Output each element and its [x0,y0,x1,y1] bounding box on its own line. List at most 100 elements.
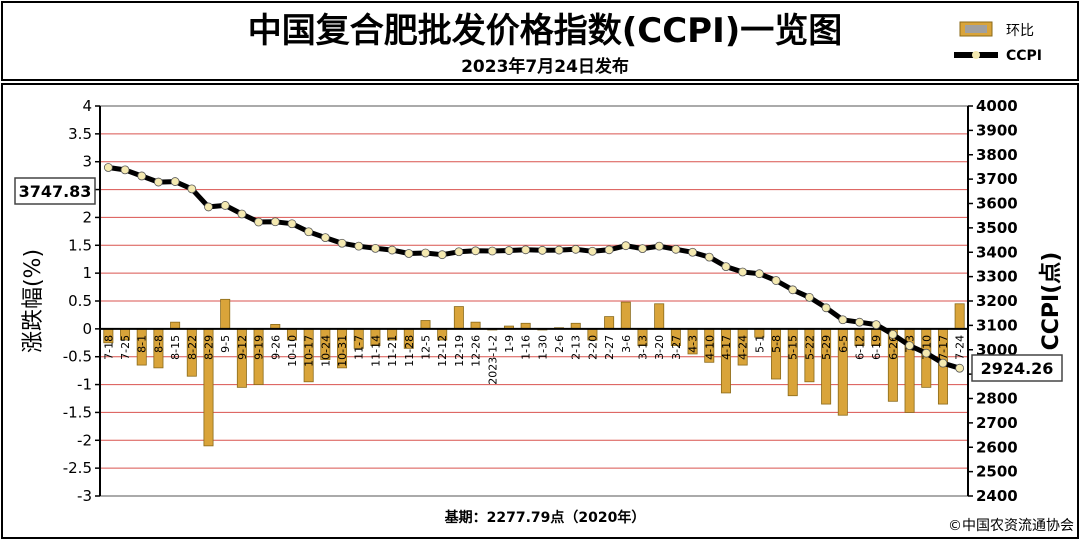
y-axis-right-title: CCPI(点) [1038,252,1064,351]
ccpi-point [337,238,347,248]
ccpi-point [254,217,263,227]
y-tick-label-right: 3800 [976,146,1018,164]
x-tick-label: 2023-1-2 [486,335,499,385]
ccpi-point [404,249,414,258]
ccpi-point [905,341,914,351]
y-tick-label-left: -0.5 [63,348,92,366]
ccpi-point [554,245,564,255]
y-tick-label-left: 1.5 [68,236,92,254]
ccpi-point [487,246,497,256]
x-tick-label: 12-12 [436,335,449,367]
x-tick-label: 7-25 [119,335,132,360]
ccpi-point [354,241,364,251]
x-tick-label: 6-12 [854,335,867,360]
x-tick-label: 5-15 [787,335,800,360]
ccpi-point [204,202,213,212]
x-tick-label: 11-7 [353,335,366,360]
ccpi-point [137,171,147,181]
y-tick-label-right: 2500 [976,463,1018,481]
legend-item-line: CCPI [954,48,1042,64]
ccpi-point [504,246,514,255]
x-tick-labels: 7-18 7-25 8-1 8-8 8-15 8-22 8-29 9-5 9-12 9-19 9-2… [102,335,966,385]
first-value-box [14,177,96,205]
x-tick-label: 5-29 [820,335,833,360]
last-value-box [971,354,1063,382]
x-tick-label: 10-24 [319,335,332,367]
base-period-note: 基期：2277.79点（2020年） [445,509,646,526]
x-tick-label: 2-6 [553,335,566,353]
legend: 环比 CCPI [954,21,1042,64]
y-tick-label-left: -2 [77,431,92,449]
x-tick-label: 2-27 [603,335,616,360]
x-tick-label: 7-17 [937,335,950,360]
x-tick-label: 2-20 [586,335,599,360]
y-tick-label-right: 3100 [976,316,1018,334]
x-tick-label: 9-12 [236,335,249,360]
y-tick-label-right: 3300 [976,268,1018,286]
x-tick-label: 4-10 [703,335,716,360]
x-tick-label: 10-31 [336,335,349,367]
ccpi-point [738,267,748,277]
x-tick-label: 8-1 [136,335,149,353]
ccpi-point [855,317,864,327]
y-axis-left-title: 涨跌幅(%) [21,249,46,353]
x-tick-label: 7-24 [954,335,967,360]
ccpi-point [270,217,280,227]
y-tick-label-right: 3400 [976,243,1018,261]
chart-title: 中国复合肥批发价格指数(CCPI)一览图 [248,11,843,51]
x-tick-label: 8-22 [186,335,199,360]
x-tick-label: 8-29 [203,335,216,360]
bar-change [604,316,615,330]
x-tick-label: 10-10 [286,335,299,367]
x-tick-label: 8-15 [169,335,182,360]
x-tick-label: 1-16 [520,335,533,360]
ccpi-point [220,201,230,210]
ccpi-point [588,246,597,256]
y-tick-label-right: 2800 [976,390,1018,408]
y-tick-label-left: 1 [82,264,92,282]
x-tick-label: 4-17 [720,335,733,360]
axis-layer: 43.532.521.510.50-0.5-1-1.5-2-2.5-340003… [63,97,1018,505]
legend-line-label: CCPI [1006,48,1042,64]
x-tick-label: 12-26 [470,335,483,367]
x-tick-label: 5-1 [753,335,766,353]
ccpi-point [654,241,664,251]
y-tick-label-right: 3500 [976,219,1018,237]
ccpi-point [387,245,397,255]
y-tick-label-left: -1 [77,376,92,394]
bar-change [170,321,181,330]
x-tick-label: 11-14 [369,335,382,367]
ccpi-line [107,165,961,371]
ccpi-point [304,227,314,237]
y-tick-label-right: 3200 [976,292,1018,310]
x-tick-label: 7-18 [102,335,115,360]
ccpi-point [454,247,464,257]
header-box [1,1,1079,81]
y-tick-label-left: -1.5 [63,403,92,421]
x-tick-label: 3-27 [670,335,683,360]
bar-layer [103,298,965,447]
y-tick-label-left: -2.5 [63,459,92,477]
x-tick-label: 9-19 [253,335,266,360]
bar-change [470,321,481,330]
ccpi-point [571,244,581,254]
bar-change [220,298,231,330]
y-tick-label-left: 0 [82,320,92,338]
x-tick-label: 10-17 [303,335,316,367]
ccpi-point [187,184,197,194]
x-tick-label: 11-21 [386,335,399,367]
x-tick-label: 9-26 [269,335,282,360]
x-tick-label: 12-19 [453,335,466,367]
y-tick-label-left: 3 [82,153,92,171]
ccpi-point [938,358,948,368]
ccpi-point [371,243,380,253]
y-tick-label-right: 3600 [976,195,1018,213]
ccpi-point [604,245,614,255]
x-tick-label: 3-13 [637,335,650,360]
y-tick-label-right: 2400 [976,487,1018,505]
ccpi-point [704,252,714,262]
y-tick-label-right: 3700 [976,170,1018,188]
ccpi-point [421,248,430,258]
